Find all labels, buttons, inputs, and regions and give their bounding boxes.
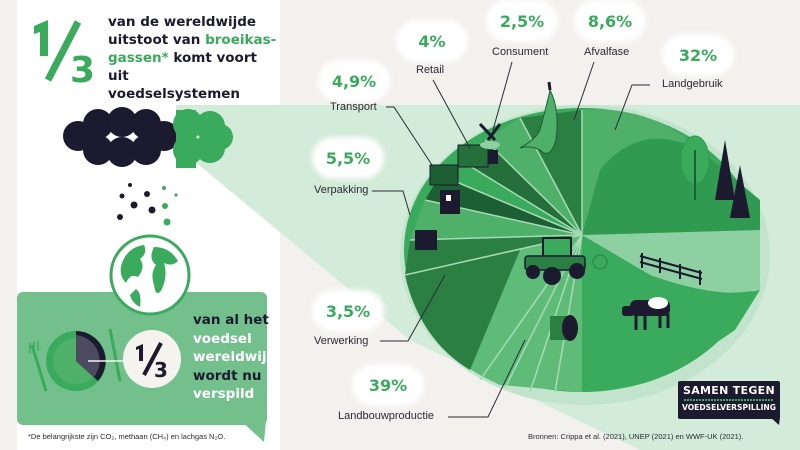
waste-line-1: van al het <box>193 312 269 328</box>
waste-line-4: wordt nu <box>193 367 262 384</box>
samen-tegen-voedselverspilling-logo: SAMEN TEGEN VOEDSELVERSPILLING <box>678 381 780 419</box>
landgebruik-label: Landgebruik <box>662 78 723 90</box>
plate-icon <box>29 328 126 392</box>
headline-line-4: voedselsystemen <box>108 86 241 102</box>
verwerking-label: Verwerking <box>314 335 369 347</box>
headline-line-1: van de wereldwijde <box>108 14 257 30</box>
svg-text:3: 3 <box>154 358 168 379</box>
consument-value: 2,5% <box>490 4 554 38</box>
emission-particles-icon <box>117 183 178 226</box>
landgebruik-value: 32% <box>666 38 730 72</box>
landbouwproductie-label: Landbouwproductie <box>338 410 435 422</box>
headline-line-3b: komt voort uit <box>108 50 257 84</box>
logo-divider <box>684 399 774 401</box>
verpakking-value: 5,5% <box>316 141 380 175</box>
waste-line-3: wereldwijd <box>193 349 277 365</box>
svg-text:3: 3 <box>70 50 95 84</box>
transport-label: Transport <box>330 101 377 113</box>
logo-line-2: VOEDSELVERSPILLING <box>681 403 776 412</box>
afvalfase-label: Afvalfase <box>584 46 630 58</box>
consument-label: Consument <box>492 46 549 58</box>
one-third-fraction-icon: 3 <box>34 20 95 84</box>
headline-line-3a: gassen* <box>108 50 169 66</box>
headline-text: van de wereldwijde uitstoot van broeikas… <box>108 13 278 103</box>
waste-line-2: voedsel <box>193 330 252 347</box>
headline-line-2b: broeikas- <box>205 32 277 48</box>
globe-icon <box>109 234 191 316</box>
verpakking-label: Verpakking <box>314 184 369 196</box>
logo-tail-icon <box>770 417 780 425</box>
one-third-badge: 3 <box>123 330 181 388</box>
emission-cloud-icon <box>63 107 233 168</box>
afvalfase-value: 8,6% <box>578 4 642 38</box>
food-waste-text: van al het voedsel wereldwijd wordt nu v… <box>193 311 283 404</box>
headline-line-2a: uitstoot van <box>108 32 206 48</box>
footnote: *De belangrijkste zijn CO₂, methaan (CH₄… <box>28 432 226 441</box>
transport-value: 4,9% <box>322 64 386 98</box>
retail-value: 4% <box>400 24 464 58</box>
bubble-tail-icon <box>240 420 266 442</box>
one-third-glyph-icon: 3 <box>136 342 168 379</box>
retail-label: Retail <box>416 64 445 76</box>
verwerking-value: 3,5% <box>316 294 380 328</box>
landbouwproductie-value: 39% <box>356 368 420 402</box>
logo-line-1: SAMEN TEGEN <box>683 384 775 397</box>
waste-line-5: verspild <box>193 386 255 402</box>
sources: Bronnen: Crippa et al. (2021), UNEP (202… <box>528 432 744 441</box>
